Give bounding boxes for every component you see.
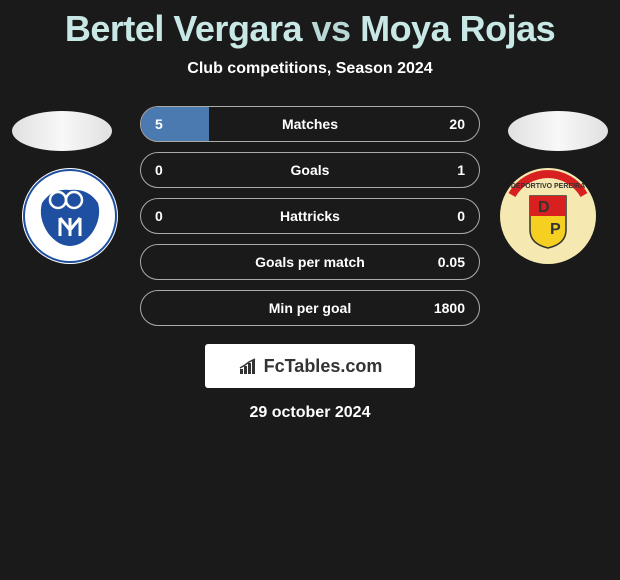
svg-text:P: P: [550, 221, 561, 238]
svg-text:DEPORTIVO PEREIRA: DEPORTIVO PEREIRA: [511, 183, 585, 190]
date-text: 29 october 2024: [0, 404, 620, 422]
stat-row-matches: 5 Matches 20: [140, 106, 480, 142]
stat-row-goals-per-match: Goals per match 0.05: [140, 244, 480, 280]
stat-row-min-per-goal: Min per goal 1800: [140, 290, 480, 326]
stat-right-value: 1800: [434, 300, 465, 316]
logo-text: FcTables.com: [264, 356, 383, 377]
stat-right-value: 0: [457, 208, 465, 224]
stat-row-goals: 0 Goals 1: [140, 152, 480, 188]
stat-label: Goals: [141, 162, 479, 178]
stat-row-hattricks: 0 Hattricks 0: [140, 198, 480, 234]
stat-right-value: 0.05: [438, 254, 465, 270]
millonarios-logo-icon: [22, 168, 118, 264]
page-title: Bertel Vergara vs Moya Rojas: [0, 0, 620, 50]
player2-avatar: [508, 111, 608, 151]
stat-left-value: 0: [155, 208, 163, 224]
stat-label: Min per goal: [141, 300, 479, 316]
club2-badge: DEPORTIVO PEREIRA D P: [500, 168, 596, 264]
subtitle: Club competitions, Season 2024: [0, 60, 620, 78]
content-area: DEPORTIVO PEREIRA D P 5 Matches 20 0 Goa…: [0, 106, 620, 422]
fctables-logo: FcTables.com: [205, 344, 415, 388]
stat-left-value: 0: [155, 162, 163, 178]
stat-left-value: 5: [155, 116, 163, 132]
player2-name: Moya Rojas: [360, 8, 555, 49]
chart-icon: [238, 357, 260, 375]
stat-right-value: 20: [449, 116, 465, 132]
stats-column: 5 Matches 20 0 Goals 1 0 Hattricks 0 Goa…: [140, 106, 480, 326]
club1-badge: [22, 168, 118, 264]
player1-avatar: [12, 111, 112, 151]
stat-label: Hattricks: [141, 208, 479, 224]
player1-name: Bertel Vergara: [65, 8, 302, 49]
vs-text: vs: [312, 8, 351, 49]
stat-label: Matches: [141, 116, 479, 132]
comparison-card: Bertel Vergara vs Moya Rojas Club compet…: [0, 0, 620, 580]
stat-label: Goals per match: [141, 254, 479, 270]
deportivo-pereira-logo-icon: DEPORTIVO PEREIRA D P: [500, 168, 596, 264]
stat-right-value: 1: [457, 162, 465, 178]
svg-text:D: D: [538, 199, 550, 216]
